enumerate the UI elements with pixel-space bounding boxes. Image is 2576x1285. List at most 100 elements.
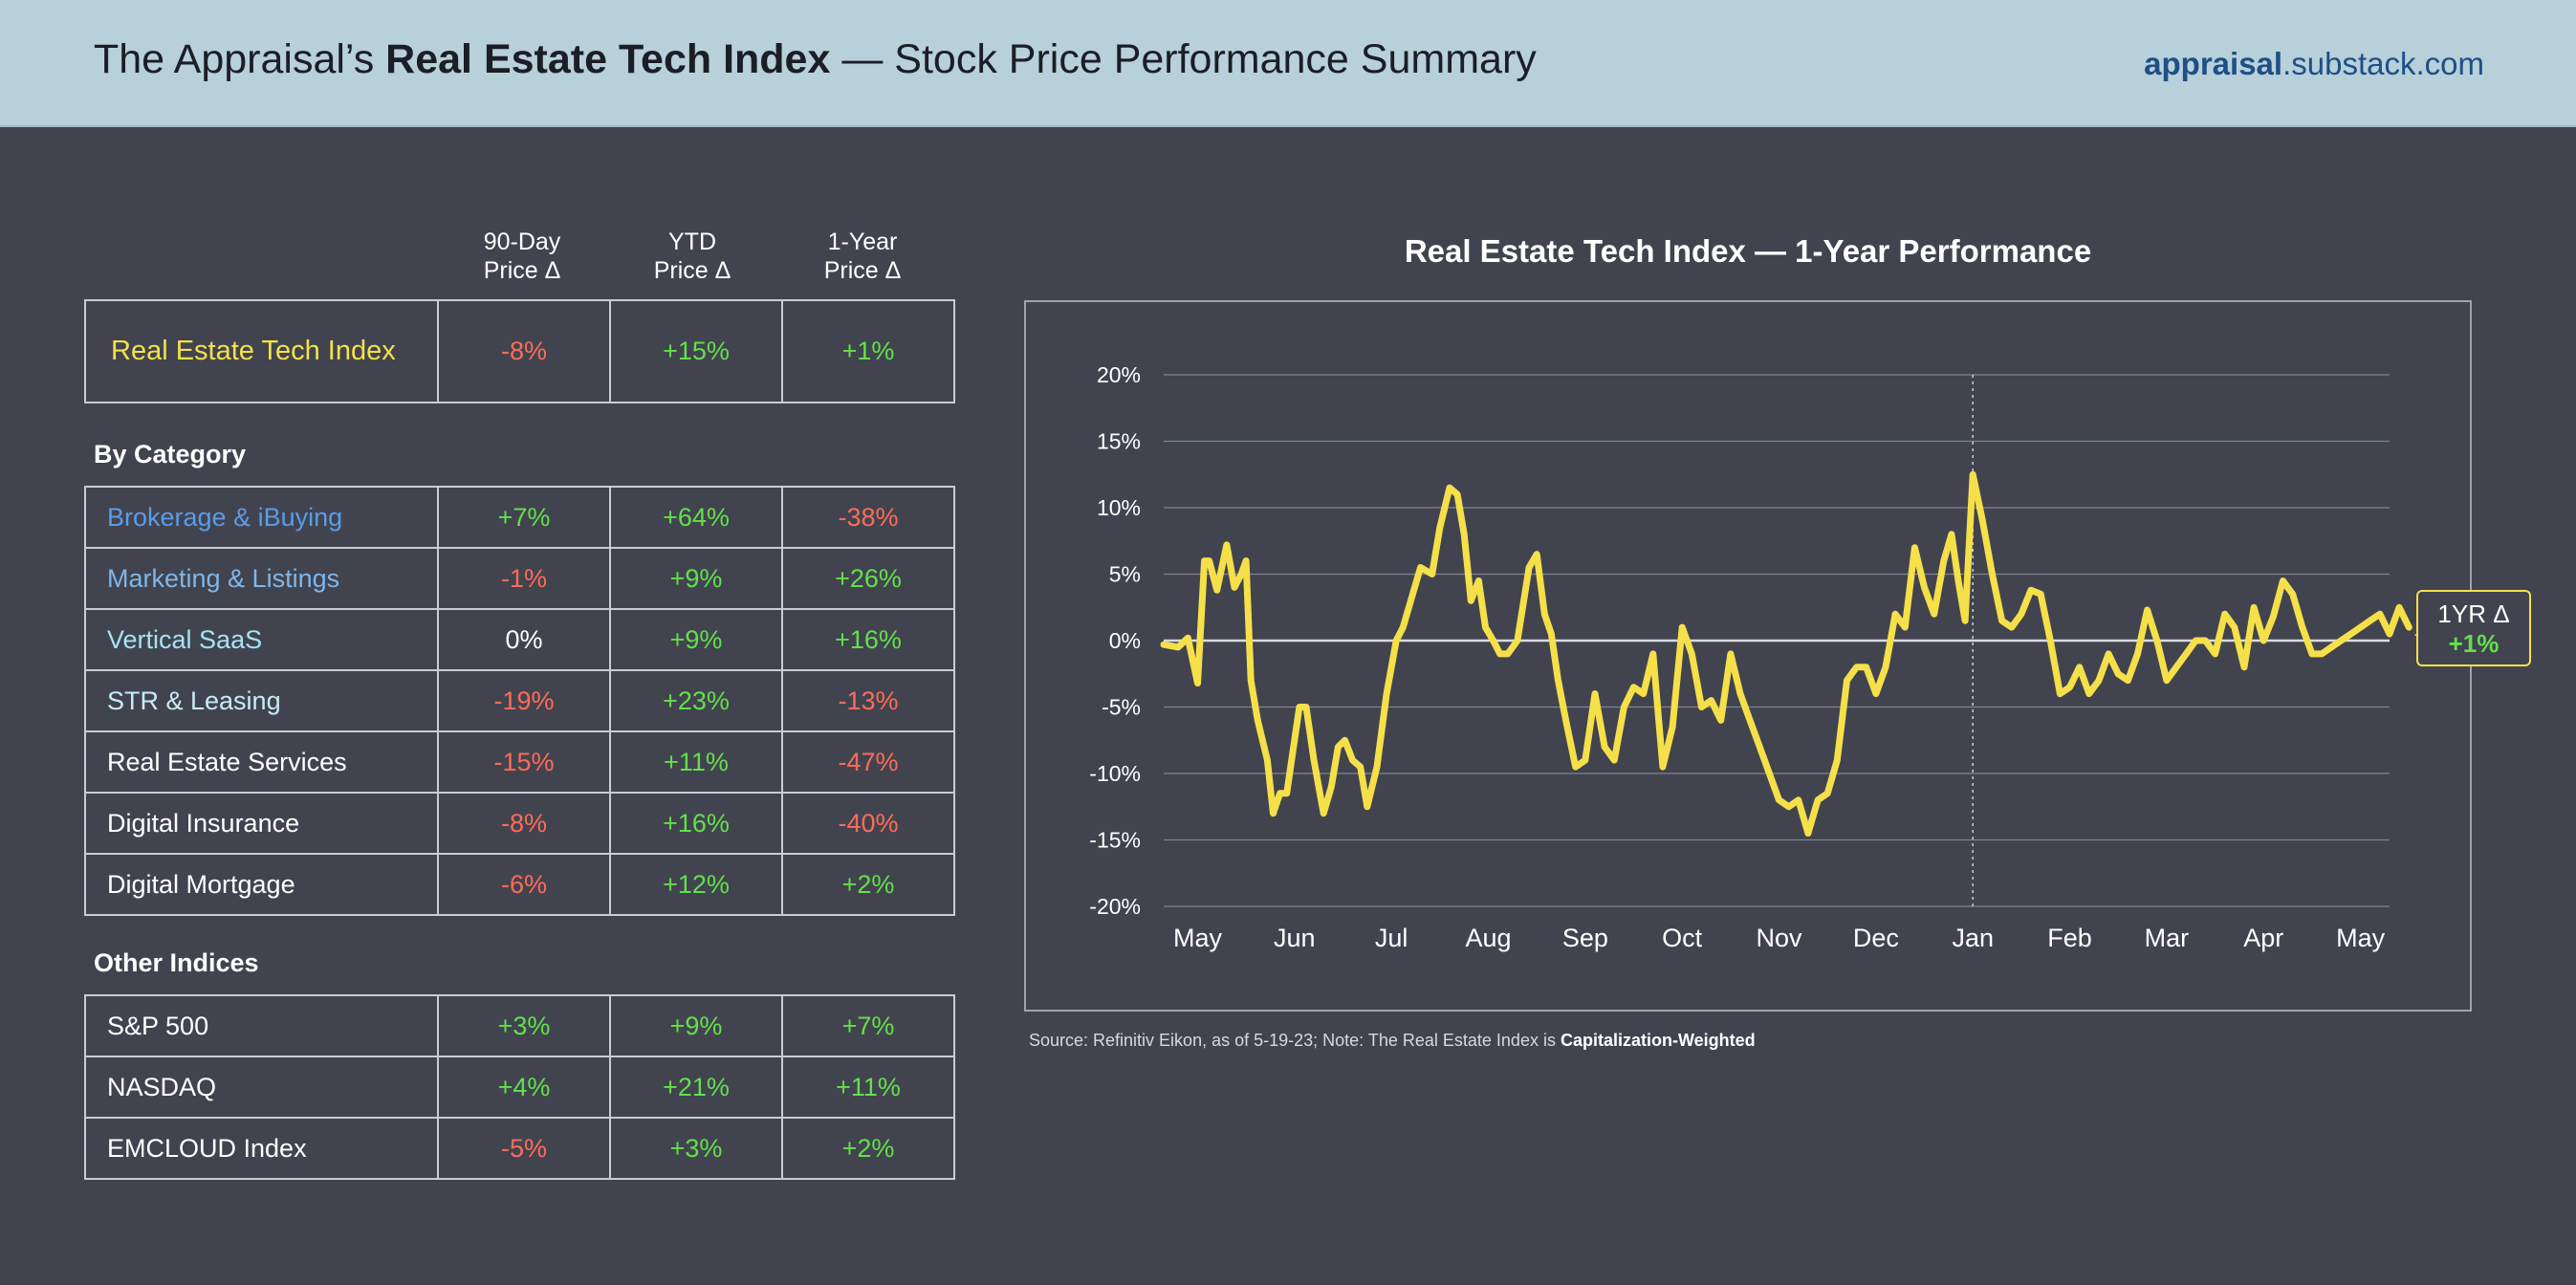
value-90-day: +4% <box>437 1056 611 1119</box>
row-name: Digital Mortgage <box>84 853 439 916</box>
callout-value: +1% <box>2448 629 2500 658</box>
x-tick-label: Jul <box>1375 924 1408 952</box>
value-90-day: -6% <box>437 853 611 916</box>
brand-rest: .substack.com <box>2282 46 2484 81</box>
table-row: Real Estate Tech Index -8% +15% +1% <box>84 299 955 403</box>
value-90-day: -8% <box>437 792 611 855</box>
value-ytd: +11% <box>609 730 783 794</box>
y-tick-label: 15% <box>1097 429 1141 454</box>
value-1-year: +11% <box>781 1056 955 1119</box>
value-90-day: -1% <box>437 547 611 610</box>
table-row: Digital Insurance -8% +16% -40% <box>84 792 955 855</box>
row-name: EMCLOUD Index <box>84 1117 439 1180</box>
source-bold: Capitalization-Weighted <box>1560 1031 1756 1050</box>
value-1-year: +16% <box>781 608 955 671</box>
y-tick-label: -10% <box>1089 761 1141 786</box>
chart-title: Real Estate Tech Index — 1-Year Performa… <box>1404 233 2092 269</box>
callout-label: 1YR Δ <box>2437 599 2510 628</box>
y-tick-label: 20% <box>1097 362 1141 387</box>
value-ytd: +21% <box>609 1056 783 1119</box>
value-ytd: +16% <box>609 792 783 855</box>
value-1-year: +2% <box>781 1117 955 1180</box>
column-header-line2: Price Δ <box>483 257 561 284</box>
y-tick-label: 5% <box>1109 562 1141 587</box>
value-ytd: +12% <box>609 853 783 916</box>
page-title: The Appraisal’s Real Estate Tech Index —… <box>94 36 1537 83</box>
brand-bold: appraisal <box>2144 46 2283 81</box>
header-bar: The Appraisal’s Real Estate Tech Index —… <box>0 0 2576 127</box>
value-1-year: -47% <box>781 730 955 794</box>
category-table: Brokerage & iBuying +7% +64% -38% Marketing … <box>84 486 955 916</box>
x-tick-label: Sep <box>1562 924 1608 952</box>
table-row: Brokerage & iBuying +7% +64% -38% <box>84 486 955 549</box>
x-tick-label: Dec <box>1853 924 1899 952</box>
source-note: Source: Refinitiv Eikon, as of 5-19-23; … <box>1029 1031 1756 1051</box>
page-title-bold: Real Estate Tech Index <box>385 36 831 82</box>
table-row: NASDAQ +4% +21% +11% <box>84 1056 955 1119</box>
one-year-callout: 1YR Δ +1% <box>2416 590 2531 666</box>
x-tick-label: Aug <box>1465 924 1511 952</box>
table-row: Digital Mortgage -6% +12% +2% <box>84 853 955 916</box>
row-name: NASDAQ <box>84 1056 439 1119</box>
column-header-line2: Price Δ <box>823 257 902 284</box>
x-tick-label: Oct <box>1662 924 1703 952</box>
value-1-year: -40% <box>781 792 955 855</box>
column-header-line2: Price Δ <box>653 257 731 284</box>
value-ytd: +3% <box>609 1117 783 1180</box>
page-title-prefix: The Appraisal’s <box>94 36 386 82</box>
other-indices-table: S&P 500 +3% +9% +7% NASDAQ +4% +21% +11% EMCLOUD… <box>84 994 955 1180</box>
row-name: Brokerage & iBuying <box>84 486 439 549</box>
value-ytd: +9% <box>609 608 783 671</box>
row-name: STR & Leasing <box>84 669 439 732</box>
series-line <box>1160 470 2412 837</box>
table-row: Real Estate Services -15% +11% -47% <box>84 730 955 794</box>
by-category-label: By Category <box>94 440 247 468</box>
y-tick-label: 10% <box>1097 495 1141 520</box>
value-ytd: +15% <box>609 299 783 403</box>
column-header-line1: 90-Day <box>483 229 561 255</box>
row-name: S&P 500 <box>84 994 439 1057</box>
y-tick-label: -15% <box>1089 828 1141 853</box>
column-header-90-day: 90-Day Price Δ <box>437 228 607 285</box>
x-tick-label: May <box>2336 924 2386 952</box>
value-1-year: -13% <box>781 669 955 732</box>
table-row: Marketing & Listings -1% +9% +26% <box>84 547 955 610</box>
value-1-year: +7% <box>781 994 955 1057</box>
value-90-day: -8% <box>437 299 611 403</box>
value-1-year: +26% <box>781 547 955 610</box>
value-1-year: +1% <box>781 299 955 403</box>
column-header-ytd: YTD Price Δ <box>607 228 777 285</box>
column-header-line1: 1-Year <box>827 229 898 255</box>
y-tick-label: 0% <box>1109 628 1141 653</box>
table-row: STR & Leasing -19% +23% -13% <box>84 669 955 732</box>
x-tick-label: Mar <box>2145 924 2190 952</box>
value-90-day: +3% <box>437 994 611 1057</box>
row-name: Real Estate Tech Index <box>84 299 439 403</box>
row-name: Vertical SaaS <box>84 608 439 671</box>
row-name: Digital Insurance <box>84 792 439 855</box>
table-row: S&P 500 +3% +9% +7% <box>84 994 955 1057</box>
column-header-line1: YTD <box>668 229 716 255</box>
x-tick-label: Nov <box>1757 924 1803 952</box>
table-row: Vertical SaaS 0% +9% +16% <box>84 608 955 671</box>
brand-link[interactable]: appraisal.substack.com <box>2144 46 2484 82</box>
x-tick-label: May <box>1173 924 1223 952</box>
x-tick-label: Jan <box>1952 924 1994 952</box>
x-tick-label: Feb <box>2047 924 2092 952</box>
x-tick-label: Apr <box>2243 924 2283 952</box>
value-90-day: -5% <box>437 1117 611 1180</box>
value-90-day: -15% <box>437 730 611 794</box>
value-ytd: +23% <box>609 669 783 732</box>
value-ytd: +64% <box>609 486 783 549</box>
table-row: EMCLOUD Index -5% +3% +2% <box>84 1117 955 1180</box>
column-header-1-year: 1-Year Price Δ <box>777 228 948 285</box>
row-name: Marketing & Listings <box>84 547 439 610</box>
page-title-suffix: — Stock Price Performance Summary <box>830 36 1537 82</box>
value-90-day: +7% <box>437 486 611 549</box>
value-90-day: 0% <box>437 608 611 671</box>
y-tick-label: -20% <box>1089 894 1141 919</box>
value-1-year: +2% <box>781 853 955 916</box>
value-ytd: +9% <box>609 994 783 1057</box>
value-90-day: -19% <box>437 669 611 732</box>
other-indices-label: Other Indices <box>94 948 259 977</box>
